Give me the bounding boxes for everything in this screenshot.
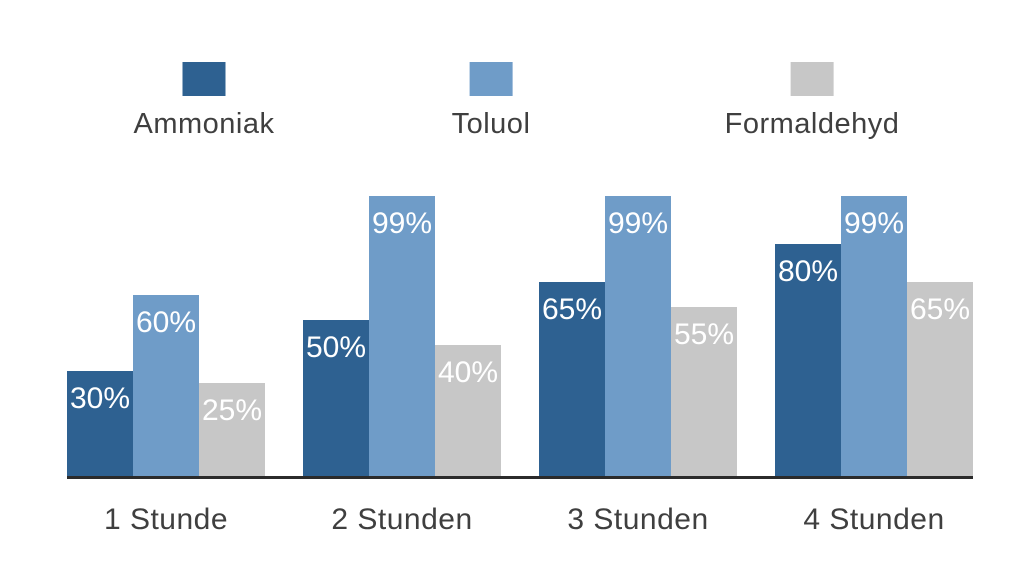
x-axis-label: 2 Stunden — [331, 503, 473, 536]
bar-toluol: 99% — [841, 196, 907, 477]
x-axis-labels: 1 Stunde 2 Stunden 3 Stunden 4 Stunden — [67, 503, 973, 537]
bar-group: 80% 99% 65% — [775, 196, 973, 477]
plot-area: 30% 60% 25% 50% 99% 40% 65% 99% 55% 80% 99% 65% — [67, 196, 973, 477]
bar-formaldehyd: 40% — [435, 345, 501, 477]
bar-value-label: 65% — [909, 293, 971, 326]
bar-value-label: 99% — [843, 207, 905, 240]
bar-value-label: 99% — [607, 207, 669, 240]
legend-swatch-toluol — [469, 62, 513, 96]
bar-ammoniak: 65% — [539, 282, 605, 477]
bar-value-label: 25% — [201, 394, 263, 427]
legend-label-formaldehyd: Formaldehyd — [724, 108, 900, 140]
bar-formaldehyd: 55% — [671, 307, 737, 477]
bar-value-label: 65% — [541, 293, 603, 326]
bar-value-label: 60% — [135, 306, 197, 339]
bar-value-label: 80% — [777, 255, 839, 288]
bar-group: 50% 99% 40% — [303, 196, 501, 477]
legend-label-ammoniak: Ammoniak — [133, 108, 275, 140]
bar-value-label: 30% — [69, 382, 131, 415]
bar-toluol: 60% — [133, 295, 199, 477]
legend-swatch-ammoniak — [182, 62, 226, 96]
x-axis-label: 4 Stunden — [803, 503, 945, 536]
bar-group: 30% 60% 25% — [67, 295, 265, 477]
x-axis-line — [67, 476, 973, 479]
x-axis-label: 3 Stunden — [567, 503, 709, 536]
bar-formaldehyd: 25% — [199, 383, 265, 477]
bar-group: 65% 99% 55% — [539, 196, 737, 477]
legend-label-toluol: Toluol — [451, 108, 531, 140]
bar-value-label: 99% — [371, 207, 433, 240]
bar-ammoniak: 50% — [303, 320, 369, 477]
bar-formaldehyd: 65% — [907, 282, 973, 477]
bar-toluol: 99% — [605, 196, 671, 477]
bar-ammoniak: 80% — [775, 244, 841, 477]
bar-ammoniak: 30% — [67, 371, 133, 477]
bar-toluol: 99% — [369, 196, 435, 477]
x-axis-label: 1 Stunde — [103, 503, 229, 536]
legend-item-toluol: Toluol — [452, 62, 531, 141]
bar-value-label: 55% — [673, 318, 735, 351]
bar-value-label: 50% — [305, 331, 367, 364]
bar-value-label: 40% — [437, 356, 499, 389]
legend-item-ammoniak: Ammoniak — [134, 62, 275, 141]
legend-swatch-formaldehyd — [790, 62, 834, 96]
legend-item-formaldehyd: Formaldehyd — [725, 62, 900, 141]
